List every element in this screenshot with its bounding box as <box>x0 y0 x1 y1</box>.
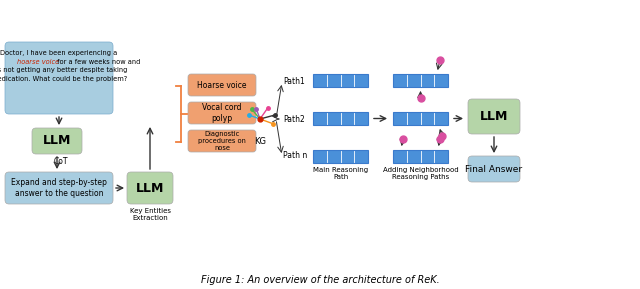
Text: Vocal cord
polyp: Vocal cord polyp <box>202 103 242 123</box>
Text: Doctor, I have been experiencing a: Doctor, I have been experiencing a <box>1 50 118 56</box>
Bar <box>313 112 327 125</box>
FancyBboxPatch shape <box>188 74 256 96</box>
Text: KG: KG <box>254 137 266 146</box>
Bar <box>313 112 368 125</box>
Text: for a few weeks now and: for a few weeks now and <box>55 58 140 64</box>
FancyBboxPatch shape <box>5 42 113 114</box>
Bar <box>420 74 435 87</box>
Bar <box>393 74 448 87</box>
Bar <box>393 74 407 87</box>
FancyBboxPatch shape <box>188 130 256 152</box>
Text: Figure 1: An overview of the architecture of ReK.: Figure 1: An overview of the architectur… <box>200 275 440 285</box>
Bar <box>313 150 327 163</box>
Text: Key Entities
Extraction: Key Entities Extraction <box>129 208 170 221</box>
Bar <box>313 150 368 163</box>
Text: LLM: LLM <box>480 110 508 123</box>
Text: CoT: CoT <box>54 157 68 166</box>
FancyBboxPatch shape <box>32 128 82 154</box>
Bar <box>327 112 340 125</box>
Text: LLM: LLM <box>43 134 71 147</box>
FancyBboxPatch shape <box>468 156 520 182</box>
Bar <box>435 150 448 163</box>
Bar <box>340 74 355 87</box>
FancyBboxPatch shape <box>5 172 113 204</box>
Bar <box>407 112 420 125</box>
FancyBboxPatch shape <box>127 172 173 204</box>
Bar <box>340 150 355 163</box>
Text: Final Answer: Final Answer <box>465 164 523 173</box>
Bar <box>420 150 435 163</box>
Bar <box>355 150 368 163</box>
Bar <box>407 74 420 87</box>
Bar <box>393 150 407 163</box>
Bar <box>355 74 368 87</box>
Text: Diagnostic
procedures on
nose: Diagnostic procedures on nose <box>198 131 246 151</box>
Bar <box>340 112 355 125</box>
FancyBboxPatch shape <box>468 99 520 134</box>
Text: Adding Neighborhood
Reasoning Paths: Adding Neighborhood Reasoning Paths <box>383 167 458 180</box>
Text: it’s not getting any better despite taking: it’s not getting any better despite taki… <box>0 67 127 73</box>
FancyBboxPatch shape <box>188 102 256 124</box>
Text: Hoarse voice: Hoarse voice <box>197 81 247 90</box>
Text: Expand and step-by-step
answer to the question: Expand and step-by-step answer to the qu… <box>11 178 107 198</box>
Text: Path n: Path n <box>283 151 307 160</box>
Text: Main Reasoning
Path: Main Reasoning Path <box>313 167 368 180</box>
Text: medication. What could be the problem?: medication. What could be the problem? <box>0 75 127 81</box>
Text: Path1: Path1 <box>283 77 305 86</box>
Bar <box>327 74 340 87</box>
Bar <box>313 74 368 87</box>
Text: hoarse voice: hoarse voice <box>17 58 60 64</box>
Bar <box>435 74 448 87</box>
Bar <box>327 150 340 163</box>
Text: LLM: LLM <box>136 181 164 194</box>
Bar <box>393 112 448 125</box>
Text: Path2: Path2 <box>283 114 305 123</box>
Bar <box>355 112 368 125</box>
Bar <box>393 112 407 125</box>
Bar <box>393 150 448 163</box>
Bar <box>407 150 420 163</box>
Bar <box>313 74 327 87</box>
Bar <box>420 112 435 125</box>
Bar <box>435 112 448 125</box>
